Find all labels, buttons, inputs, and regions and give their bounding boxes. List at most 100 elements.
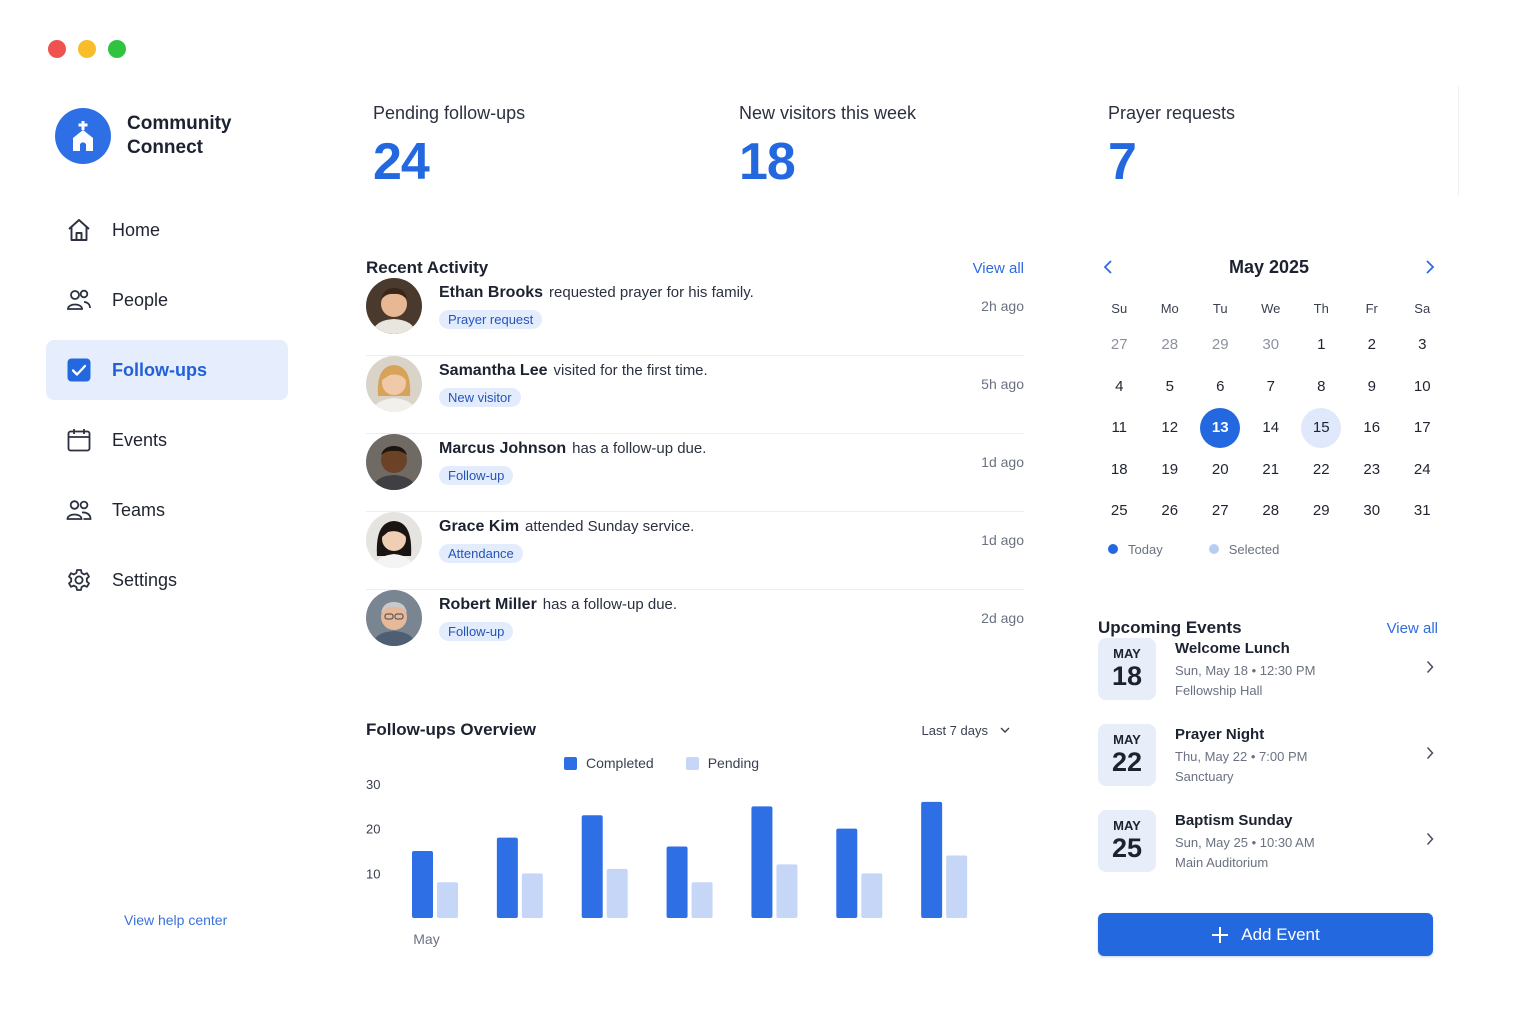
activity-person-name[interactable]: Ethan Brooks bbox=[439, 284, 544, 301]
calendar-day[interactable]: 23 bbox=[1363, 460, 1381, 478]
activity-person-name[interactable]: Robert Miller bbox=[439, 596, 537, 613]
calendar-legend: Today Selected bbox=[1108, 542, 1444, 557]
calendar-day[interactable]: 28 bbox=[1161, 336, 1179, 354]
bar-completed[interactable] bbox=[836, 828, 858, 918]
calendar-day[interactable]: 12 bbox=[1161, 419, 1179, 437]
calendar-day[interactable]: 18 bbox=[1110, 460, 1128, 478]
sidebar-item-home[interactable]: Home bbox=[46, 200, 288, 260]
stat-pending-follow-ups: Pending follow-ups 24 bbox=[373, 103, 525, 192]
calendar-day[interactable]: 16 bbox=[1363, 419, 1381, 437]
bar-completed[interactable] bbox=[921, 801, 943, 918]
sidebar-item-events[interactable]: Events bbox=[46, 410, 288, 470]
bar-pending[interactable] bbox=[521, 873, 543, 918]
calendar-day[interactable]: 21 bbox=[1262, 460, 1280, 478]
activity-view-all-link[interactable]: View all bbox=[972, 259, 1024, 277]
calendar-day[interactable]: 1 bbox=[1317, 336, 1326, 354]
activity-text: has a follow-up due. bbox=[572, 440, 707, 457]
avatar bbox=[366, 512, 422, 568]
calendar-day[interactable]: 22 bbox=[1312, 460, 1330, 478]
calendar-day[interactable]: 25 bbox=[1110, 502, 1128, 520]
calendar-day[interactable]: 9 bbox=[1367, 377, 1376, 395]
activity-tag: Prayer request bbox=[439, 310, 543, 329]
event-time: Thu, May 22 • 7:00 PM bbox=[1175, 749, 1308, 764]
events-view-all-link[interactable]: View all bbox=[1386, 619, 1438, 637]
add-event-button[interactable]: Add Event bbox=[1098, 913, 1433, 956]
calendar-day[interactable]: 30 bbox=[1262, 336, 1280, 354]
bar-completed[interactable] bbox=[581, 815, 603, 918]
legend-pending: Pending bbox=[685, 755, 759, 771]
event-title: Welcome Lunch bbox=[1175, 640, 1290, 657]
range-dropdown[interactable]: Last 7 days bbox=[922, 723, 1011, 738]
sidebar-item-settings[interactable]: Settings bbox=[46, 550, 288, 610]
bar-completed[interactable] bbox=[412, 851, 433, 918]
calendar-prev-button[interactable] bbox=[1094, 253, 1122, 281]
activity-row[interactable]: Marcus Johnson has a follow-up due. Follo… bbox=[366, 434, 1024, 512]
calendar-day[interactable]: 5 bbox=[1165, 377, 1174, 395]
maximize-window-button[interactable] bbox=[108, 40, 126, 58]
bar-pending[interactable] bbox=[776, 864, 798, 918]
calendar-day[interactable]: 31 bbox=[1413, 502, 1431, 520]
calendar-day[interactable]: 29 bbox=[1211, 336, 1229, 354]
calendar-day[interactable]: 29 bbox=[1312, 502, 1330, 520]
chevron-right-icon bbox=[1426, 832, 1434, 846]
calendar-day[interactable]: 10 bbox=[1413, 377, 1431, 395]
calendar-day[interactable]: 8 bbox=[1317, 377, 1326, 395]
bar-pending[interactable] bbox=[946, 855, 968, 918]
event-item[interactable]: MAY 22 Prayer Night Thu, May 22 • 7:00 P… bbox=[1098, 724, 1438, 810]
calendar-day[interactable]: 17 bbox=[1413, 419, 1431, 437]
activity-row[interactable]: Robert Miller has a follow-up due. Follow… bbox=[366, 590, 1024, 668]
calendar-day[interactable]: 11 bbox=[1111, 419, 1128, 437]
calendar-day[interactable]: 14 bbox=[1262, 419, 1280, 437]
calendar-day[interactable]: 4 bbox=[1115, 377, 1124, 395]
bar-pending[interactable] bbox=[606, 868, 628, 918]
stat-label: New visitors this week bbox=[739, 103, 917, 123]
bar-completed[interactable] bbox=[666, 846, 688, 918]
event-time: Sun, May 25 • 10:30 AM bbox=[1175, 835, 1315, 850]
calendar-day[interactable]: 6 bbox=[1216, 377, 1225, 395]
activity-person-name[interactable]: Grace Kim bbox=[439, 518, 520, 535]
y-tick-label: 30 bbox=[366, 777, 380, 792]
checkbox-icon bbox=[66, 357, 92, 383]
event-day: 22 bbox=[1111, 747, 1143, 777]
calendar-day[interactable]: 2 bbox=[1367, 336, 1376, 354]
legend-completed: Completed bbox=[564, 755, 654, 771]
weekday-label: Fr bbox=[1365, 301, 1378, 316]
calendar-day[interactable]: 3 bbox=[1418, 336, 1427, 354]
calendar-day[interactable]: 19 bbox=[1161, 460, 1179, 478]
activity-row[interactable]: Grace Kim attended Sunday service. Attend… bbox=[366, 512, 1024, 590]
event-location: Fellowship Hall bbox=[1175, 683, 1263, 698]
calendar-day[interactable]: 13 bbox=[1195, 407, 1246, 449]
bar-pending[interactable] bbox=[437, 882, 458, 918]
calendar-day[interactable]: 27 bbox=[1211, 502, 1229, 520]
stat-label: Pending follow-ups bbox=[373, 103, 526, 123]
calendar-day[interactable]: 15 bbox=[1296, 407, 1347, 449]
calendar-day[interactable]: 27 bbox=[1110, 336, 1128, 354]
activity-person-name[interactable]: Marcus Johnson bbox=[439, 440, 567, 457]
people-icon bbox=[66, 287, 92, 313]
minimize-window-button[interactable] bbox=[78, 40, 96, 58]
help-center-link[interactable]: View help center bbox=[124, 912, 228, 928]
bar-pending[interactable] bbox=[691, 882, 713, 918]
activity-row[interactable]: Ethan Brooks requested prayer for his fam… bbox=[366, 278, 1024, 356]
stat-value: 7 bbox=[1108, 133, 1137, 191]
event-item[interactable]: MAY 18 Welcome Lunch Sun, May 18 • 12:30… bbox=[1098, 638, 1438, 724]
activity-row[interactable]: Samantha Lee visited for the first time. … bbox=[366, 356, 1024, 434]
calendar-day[interactable]: 20 bbox=[1211, 460, 1229, 478]
calendar-day[interactable]: 7 bbox=[1266, 377, 1275, 395]
calendar-day[interactable]: 24 bbox=[1413, 460, 1431, 478]
activity-tag: Follow-up bbox=[439, 466, 514, 485]
calendar-day[interactable]: 30 bbox=[1363, 502, 1381, 520]
close-window-button[interactable] bbox=[48, 40, 66, 58]
sidebar-item-teams[interactable]: Teams bbox=[46, 480, 288, 540]
calendar-day[interactable]: 26 bbox=[1161, 502, 1179, 520]
calendar-day[interactable]: 28 bbox=[1262, 502, 1280, 520]
plus-icon bbox=[1212, 926, 1229, 943]
calendar-next-button[interactable] bbox=[1416, 253, 1444, 281]
activity-person-name[interactable]: Samantha Lee bbox=[439, 362, 548, 379]
bar-completed[interactable] bbox=[751, 806, 773, 918]
sidebar-item-follow-ups[interactable]: Follow-ups bbox=[46, 340, 288, 400]
event-item[interactable]: MAY 25 Baptism Sunday Sun, May 25 • 10:3… bbox=[1098, 810, 1438, 896]
sidebar-item-people[interactable]: People bbox=[46, 270, 288, 330]
bar-completed[interactable] bbox=[496, 837, 518, 918]
bar-pending[interactable] bbox=[861, 873, 883, 918]
